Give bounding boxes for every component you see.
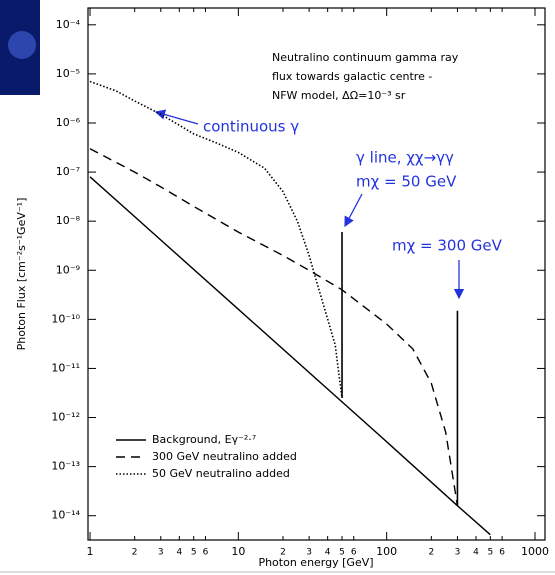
annotation: γ line, χχ→γγ bbox=[356, 149, 454, 167]
legend-label: 50 GeV neutralino added bbox=[152, 467, 290, 480]
y-tick-label: 10⁻⁵ bbox=[56, 67, 80, 80]
x-tick-label: 1000 bbox=[521, 545, 549, 558]
y-tick-label: 10⁻⁸ bbox=[56, 214, 81, 227]
x-tick-label: 3 bbox=[455, 548, 461, 558]
x-tick-label: 4 bbox=[473, 548, 479, 558]
x-tick-label: 2 bbox=[132, 548, 138, 558]
y-tick-label: 10⁻⁷ bbox=[56, 165, 80, 178]
x-tick-label: 6 bbox=[351, 548, 357, 558]
x-tick-label: 100 bbox=[376, 545, 397, 558]
x-tick-label: 5 bbox=[339, 548, 345, 558]
x-tick-label: 4 bbox=[176, 548, 182, 558]
legend-label: Background, Eγ⁻²·⁷ bbox=[152, 433, 256, 446]
y-axis-title: Photon Flux [cm⁻²s⁻¹GeV⁻¹] bbox=[15, 198, 28, 351]
note-line: flux towards galactic centre - bbox=[272, 70, 432, 83]
y-tick-label: 10⁻⁶ bbox=[56, 116, 81, 129]
x-tick-label: 6 bbox=[203, 548, 209, 558]
series-line bbox=[89, 176, 491, 536]
annotation: mχ = 50 GeV bbox=[356, 173, 457, 191]
y-tick-label: 10⁻⁴ bbox=[56, 18, 81, 31]
annotation-arrow bbox=[154, 109, 199, 125]
annotation: mχ = 300 GeV bbox=[392, 237, 503, 255]
x-tick-label: 6 bbox=[499, 548, 505, 558]
note-line: Neutralino continuum gamma ray bbox=[272, 51, 459, 64]
x-tick-label: 2 bbox=[428, 548, 434, 558]
annotation-arrow bbox=[344, 193, 363, 228]
series-line bbox=[89, 80, 343, 399]
plot-frame bbox=[87, 7, 546, 541]
y-tick-label: 10⁻¹⁴ bbox=[51, 509, 80, 522]
x-tick-label: 5 bbox=[487, 548, 493, 558]
y-tick-label: 10⁻¹³ bbox=[51, 460, 80, 473]
x-tick-label: 1 bbox=[87, 545, 94, 558]
y-tick-label: 10⁻⁹ bbox=[56, 263, 80, 276]
thumbnail-glow bbox=[8, 31, 36, 59]
x-tick-label: 2 bbox=[280, 548, 286, 558]
y-tick-label: 10⁻¹² bbox=[51, 411, 80, 424]
legend-label: 300 GeV neutralino added bbox=[152, 450, 297, 463]
x-tick-label: 5 bbox=[191, 548, 197, 558]
y-tick-label: 10⁻¹⁰ bbox=[51, 312, 80, 325]
annotation: continuous γ bbox=[203, 118, 299, 136]
x-tick-label: 4 bbox=[325, 548, 331, 558]
x-tick-label: 3 bbox=[306, 548, 312, 558]
x-tick-label: 3 bbox=[158, 548, 164, 558]
x-tick-label: 10 bbox=[231, 545, 245, 558]
note-line: NFW model, ΔΩ=10⁻³ sr bbox=[272, 89, 406, 102]
y-tick-label: 10⁻¹¹ bbox=[51, 361, 80, 374]
x-axis-title: Photon energy [GeV] bbox=[258, 556, 373, 569]
